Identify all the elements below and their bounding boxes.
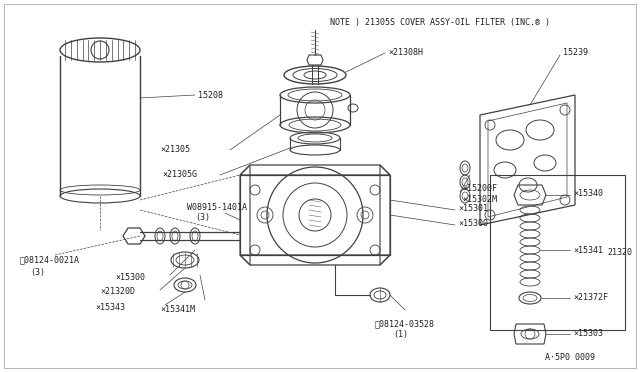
Text: A·5P0 0009: A·5P0 0009: [545, 353, 595, 362]
Text: ×15302M: ×15302M: [462, 195, 497, 203]
Text: ×15340: ×15340: [573, 189, 603, 198]
Text: (1): (1): [393, 330, 408, 340]
Text: ×21305: ×21305: [160, 144, 190, 154]
Text: ×15303: ×15303: [573, 330, 603, 339]
Text: ×15341: ×15341: [573, 246, 603, 254]
Text: 15239: 15239: [563, 48, 588, 57]
Text: ×21305G: ×21305G: [162, 170, 197, 179]
Text: ×21320D: ×21320D: [100, 288, 135, 296]
Bar: [240, 175, 390, 255]
Text: ×15300: ×15300: [115, 273, 145, 282]
Text: 21320: 21320: [607, 247, 632, 257]
Text: (3): (3): [30, 267, 45, 276]
Text: Ⓓ08124-0021A: Ⓓ08124-0021A: [20, 256, 80, 264]
Text: ×15200F: ×15200F: [462, 183, 497, 192]
Text: ×21308H: ×21308H: [388, 48, 423, 57]
Text: Ⓓ08124-03528: Ⓓ08124-03528: [375, 320, 435, 328]
Text: W08915-1401A: W08915-1401A: [187, 202, 247, 212]
Text: (3): (3): [195, 212, 210, 221]
Text: ×21372F: ×21372F: [573, 294, 608, 302]
Bar: [490, 175, 625, 330]
Text: ×15300: ×15300: [458, 218, 488, 228]
Text: 15208: 15208: [198, 90, 223, 99]
Text: NOTE ) 21305S COVER ASSY-OIL FILTER (INC.® ): NOTE ) 21305S COVER ASSY-OIL FILTER (INC…: [330, 17, 550, 26]
Text: ×15301: ×15301: [458, 203, 488, 212]
Text: ×15343: ×15343: [95, 304, 125, 312]
Text: ×15341M: ×15341M: [160, 305, 195, 314]
